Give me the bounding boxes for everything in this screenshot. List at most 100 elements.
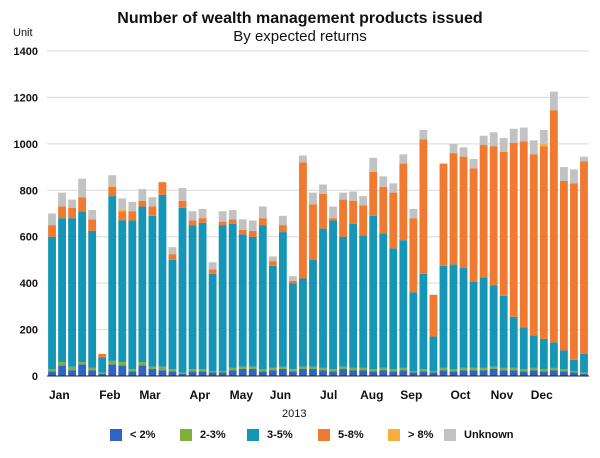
legend-item: 2-3%	[180, 427, 226, 443]
bar-segment	[449, 371, 458, 376]
bar-segment	[108, 185, 117, 187]
chart-subtitle: By expected returns	[233, 28, 367, 45]
bar-segment	[278, 232, 287, 367]
bar-segment	[339, 199, 348, 237]
bar-segment	[339, 236, 348, 367]
bar-segment	[68, 218, 77, 367]
bar-segment	[148, 197, 157, 207]
bar-segment	[48, 213, 56, 226]
bar-segment	[459, 370, 468, 376]
y-tick-label: 200	[20, 325, 38, 337]
bar-segment	[419, 369, 428, 372]
x-tick-label: Dec	[531, 388, 553, 402]
bar-segment	[128, 201, 137, 212]
bar-segment	[148, 366, 157, 370]
bar-segment	[519, 371, 528, 376]
y-axis-unit-label: Unit	[13, 27, 33, 39]
bar-segment	[108, 196, 117, 361]
bar-segment	[228, 367, 237, 371]
bar-segment	[268, 367, 277, 371]
bar-segment	[469, 281, 478, 368]
bar-segment	[118, 211, 127, 221]
bar-segment	[68, 199, 77, 208]
bar-segment	[509, 128, 518, 143]
bar-segment	[419, 371, 428, 376]
bar-segment	[208, 372, 217, 376]
bar-segment	[188, 371, 197, 376]
bar-segment	[409, 208, 418, 219]
x-tick-label: Oct	[450, 388, 470, 402]
bar-segment	[178, 372, 187, 374]
bar-segment	[379, 176, 388, 187]
bar-segment	[509, 367, 518, 371]
bar-segment	[88, 370, 97, 376]
bar-segment	[278, 366, 287, 370]
bar-segment	[218, 225, 227, 372]
bar-segment	[479, 370, 488, 376]
bar-segment	[118, 220, 127, 363]
bar-segment	[469, 158, 478, 169]
bar-segment	[529, 335, 538, 368]
bar-segment	[429, 372, 438, 376]
bar-segment	[278, 225, 287, 233]
bar-segment	[379, 367, 388, 371]
bar-segment	[369, 171, 378, 216]
bar-segment	[48, 369, 56, 372]
bar-segment	[329, 220, 337, 370]
bar-segment	[459, 367, 468, 371]
bar-segment	[479, 367, 488, 371]
bar-segment	[58, 206, 66, 219]
bar-segment	[459, 147, 468, 157]
bar-segment	[419, 129, 428, 140]
bar-segment	[319, 184, 327, 194]
bar-segment	[48, 236, 56, 370]
bar-segment	[248, 230, 257, 237]
x-tick-label: Jun	[270, 388, 291, 402]
legend-item: 3-5%	[247, 427, 293, 443]
bar-segment	[138, 200, 147, 207]
bar-segment	[278, 369, 287, 376]
bar-segment	[329, 371, 337, 376]
bar-segment	[218, 371, 227, 373]
bar-segment	[549, 367, 558, 371]
y-tick-label: 600	[20, 232, 38, 244]
bar-segment	[68, 366, 77, 371]
bar-segment	[349, 191, 358, 201]
bar-segment	[539, 369, 548, 372]
bar-segment	[319, 228, 327, 368]
bar-segment	[288, 369, 297, 372]
bar-segment	[78, 197, 87, 212]
bar-segment	[509, 316, 518, 368]
bar-segment	[238, 369, 247, 376]
bar-segment	[128, 369, 137, 372]
bar-segment	[539, 338, 548, 370]
bar-segment	[78, 362, 87, 365]
bar-segment	[258, 225, 267, 370]
bar-segment	[128, 220, 137, 370]
bar-segment	[309, 369, 317, 376]
bar-segment	[379, 370, 388, 376]
bar-segment	[238, 234, 247, 367]
bar-segment	[168, 371, 177, 376]
bar-segment	[509, 370, 518, 376]
bar-segment	[459, 156, 468, 269]
bar-segment	[128, 371, 137, 376]
bar-segment	[248, 369, 257, 376]
bar-segment	[138, 189, 147, 201]
bar-segment	[299, 366, 307, 370]
legend-item: Unknown	[444, 427, 514, 443]
bar-segment	[339, 369, 348, 376]
bar-segment	[188, 225, 197, 370]
bar-segment	[379, 186, 388, 234]
bar-segment	[409, 218, 418, 293]
bar-segment	[118, 210, 127, 212]
bar-segment	[329, 206, 337, 219]
bar-segment	[519, 141, 528, 328]
bar-segment	[228, 219, 237, 224]
bar-segment	[58, 192, 66, 207]
y-tick-label: 1400	[14, 46, 38, 58]
bar-segment	[489, 369, 498, 376]
bar-segment	[258, 371, 267, 376]
y-tick-label: 800	[20, 185, 38, 197]
